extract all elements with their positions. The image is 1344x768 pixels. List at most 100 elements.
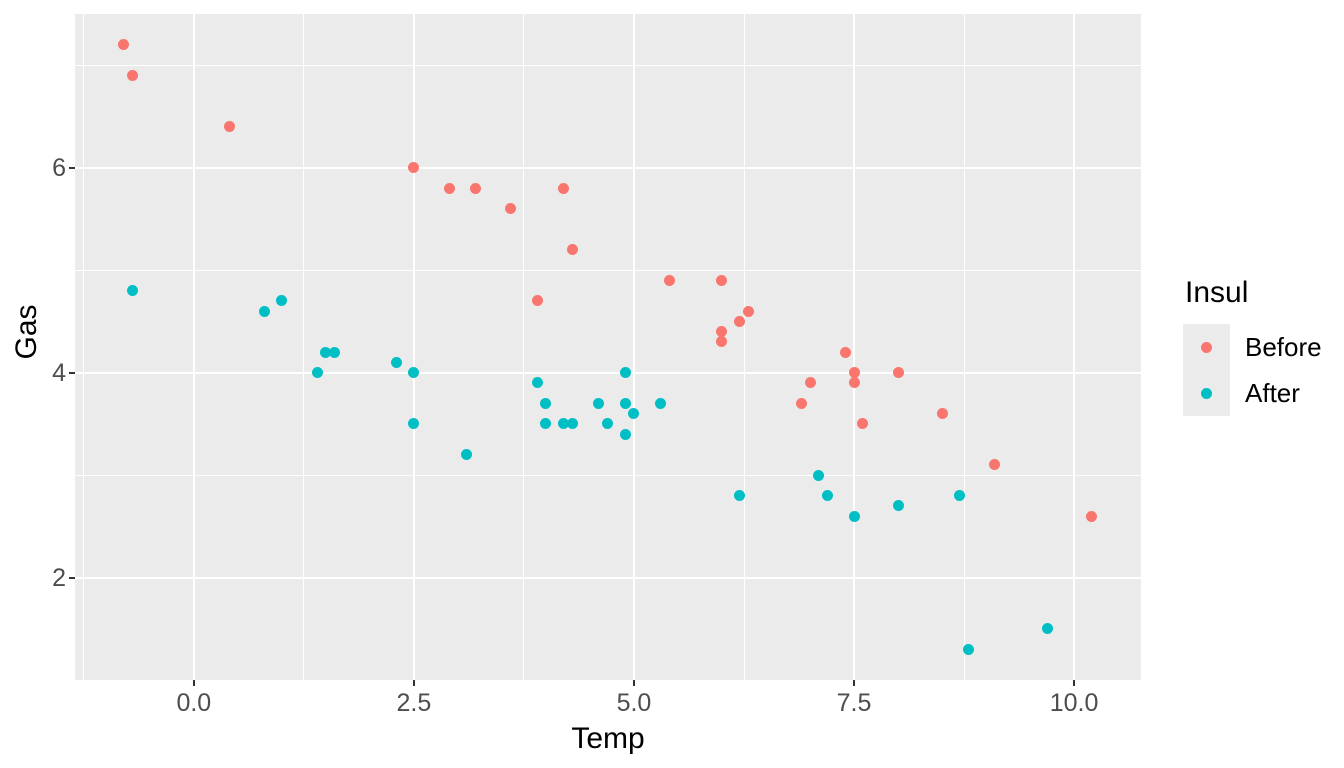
x-major-gridline [632,14,635,680]
data-point-after [734,490,746,502]
data-point-after [654,397,666,409]
legend-key-after [1183,370,1230,416]
x-tick-mark [192,680,195,686]
data-point-after [593,397,605,409]
y-major-gridline [75,576,1141,579]
data-point-before [848,367,860,379]
legend-key-before [1183,324,1230,370]
x-major-gridline [412,14,415,680]
y-minor-gridline [75,64,1141,66]
data-point-before [857,418,869,430]
data-point-after [126,285,138,297]
y-tick-label: 6 [52,153,66,182]
data-point-after [848,510,860,522]
data-point-after [540,418,552,430]
data-point-after [320,346,332,358]
data-point-after [962,643,974,655]
data-point-before [989,459,1001,471]
x-tick-label: 0.0 [176,689,212,717]
y-axis-title: Gas [10,304,43,360]
data-point-before [848,377,860,389]
x-minor-gridline [303,14,305,680]
y-major-gridline [75,371,1141,374]
x-minor-gridline [83,14,85,680]
data-point-before [558,182,570,194]
legend-entry-before: Before [1183,324,1343,370]
data-point-before [470,182,482,194]
x-tick-label: 7.5 [836,689,872,717]
data-point-before [117,39,129,51]
y-minor-gridline [75,269,1141,271]
data-point-before [505,203,517,215]
data-point-after [558,418,570,430]
data-point-after [813,469,825,481]
data-point-after [311,367,323,379]
data-point-before [126,69,138,81]
data-point-after [531,377,543,389]
y-tick-mark [69,371,75,374]
data-point-after [408,367,420,379]
data-point-before [663,274,675,286]
legend: Insul Before After [1183,276,1343,416]
x-tick-mark [632,680,635,686]
data-point-after [461,449,473,461]
x-tick-mark [853,680,856,686]
y-major-gridline [75,166,1141,169]
data-point-before [892,367,904,379]
data-point-after [822,490,834,502]
y-minor-gridline [75,474,1141,476]
data-point-after [390,356,402,368]
data-point-before [742,305,754,317]
data-point-before [936,408,948,420]
x-major-gridline [1073,14,1076,680]
x-major-gridline [192,14,195,680]
data-point-before [1086,510,1098,522]
data-point-before [716,274,728,286]
data-point-after [329,346,341,358]
data-point-before [804,377,816,389]
data-point-after [408,418,420,430]
data-point-after [276,295,288,307]
legend-label-before: Before [1245,331,1322,362]
y-tick-mark [69,576,75,579]
data-point-after [619,397,631,409]
data-point-before [795,397,807,409]
y-tick-label: 4 [52,358,66,387]
data-point-after [628,408,640,420]
data-point-before [839,346,851,358]
data-point-before [716,326,728,338]
data-point-before [716,336,728,348]
legend-title: Insul [1185,276,1249,309]
data-point-before [566,244,578,256]
data-point-before [408,162,420,174]
data-point-before [443,182,455,194]
x-axis-title: Temp [571,722,645,755]
data-point-after [566,418,578,430]
data-point-after [619,428,631,440]
y-tick-mark [69,166,75,169]
x-tick-label: 2.5 [396,689,432,717]
x-major-gridline [853,14,856,680]
data-point-after [1042,623,1054,635]
data-point-after [540,397,552,409]
data-point-after [602,418,614,430]
data-point-before [223,121,235,133]
data-point-before [531,295,543,307]
legend-entry-after: After [1183,370,1343,416]
plot-panel [75,14,1141,680]
data-point-after [892,500,904,512]
data-point-after [619,367,631,379]
after-point-icon [1201,387,1212,399]
data-point-after [954,490,966,502]
x-minor-gridline [743,14,745,680]
x-tick-mark [412,680,415,686]
data-point-before [734,315,746,327]
x-tick-label: 10.0 [1049,689,1099,717]
legend-label-after: After [1245,377,1300,408]
x-tick-mark [1073,680,1076,686]
x-minor-gridline [963,14,965,680]
x-minor-gridline [523,14,525,680]
y-tick-label: 2 [52,563,66,592]
before-point-icon [1201,341,1212,353]
